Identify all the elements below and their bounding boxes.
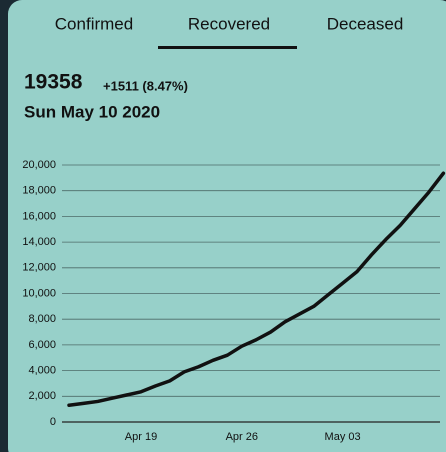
tab[interactable]: Confirmed <box>55 14 133 33</box>
tab[interactable]: Deceased <box>327 14 404 33</box>
y-tick-label: 0 <box>50 416 56 428</box>
y-tick-label: 2,000 <box>28 390 56 402</box>
date: Sun May 10 2020 <box>24 102 160 121</box>
y-tick-label: 10,000 <box>22 287 56 299</box>
change: +1511 (8.47%) <box>103 78 188 93</box>
count: 19358 <box>24 71 83 94</box>
tab[interactable]: Recovered <box>188 14 270 33</box>
x-tick-label: Apr 26 <box>226 431 258 443</box>
y-tick-label: 16,000 <box>22 210 56 222</box>
card <box>8 0 446 452</box>
y-tick-label: 6,000 <box>28 339 56 351</box>
x-tick-label: May 03 <box>325 431 361 443</box>
tab-underline <box>158 46 297 49</box>
y-tick-label: 14,000 <box>22 236 56 248</box>
y-tick-label: 12,000 <box>22 262 56 274</box>
x-tick-label: Apr 19 <box>125 431 157 443</box>
y-tick-label: 20,000 <box>22 159 56 171</box>
line <box>67 171 446 408</box>
y-tick-label: 8,000 <box>28 313 56 325</box>
y-tick-label: 18,000 <box>22 185 56 197</box>
y-tick-label: 4,000 <box>28 365 56 377</box>
